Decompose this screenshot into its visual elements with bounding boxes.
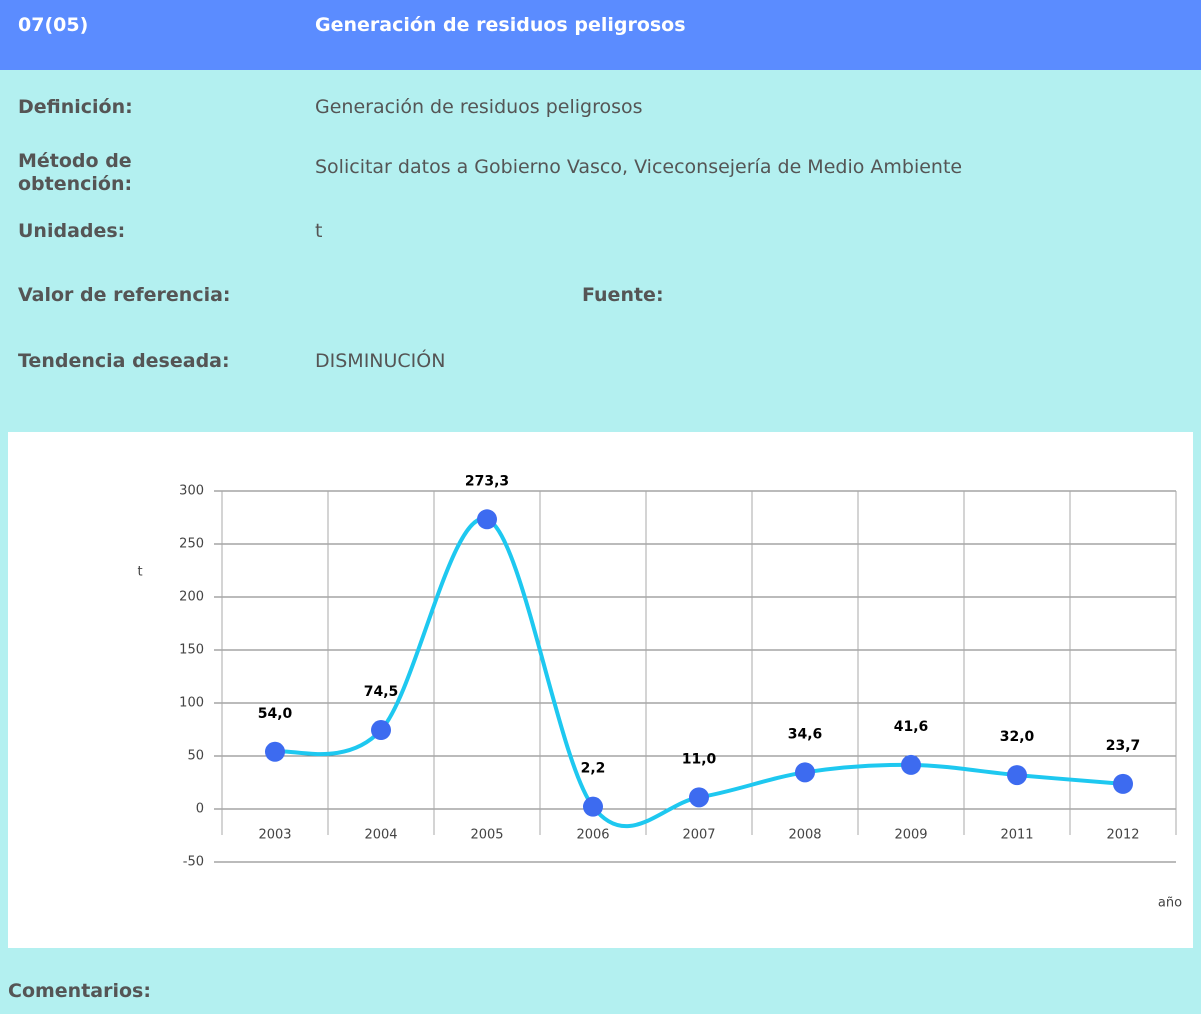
- data-label: 54,0: [258, 706, 293, 722]
- y-axis-label: t: [137, 565, 142, 580]
- y-tick-label: 100: [179, 696, 204, 711]
- line: [274, 517, 1124, 829]
- value: DISMINUCIÓN: [315, 350, 446, 372]
- label: Fuente:: [582, 284, 664, 306]
- marker: [583, 796, 603, 817]
- label: Tendencia deseada:: [18, 350, 230, 372]
- y-tick-label: -50: [183, 855, 204, 870]
- data-label: 273,3: [465, 473, 509, 489]
- y-tick-label: 250: [179, 537, 204, 552]
- label: Definición:: [18, 96, 133, 118]
- x-tick-label: 2007: [682, 828, 715, 843]
- x-axis-label: año: [1158, 896, 1182, 911]
- x-tick-label: 2006: [576, 828, 609, 843]
- data-label: 74,5: [364, 684, 399, 700]
- value: Solicitar datos a Gobierno Vasco, Viceco…: [315, 156, 963, 178]
- x-tick-label: 2012: [1106, 828, 1139, 843]
- data-label: 41,6: [894, 719, 929, 735]
- label: Método de obtención:: [18, 150, 133, 195]
- y-tick-label: 300: [179, 484, 204, 499]
- y-tick-label: 150: [179, 643, 204, 658]
- marker: [1007, 765, 1027, 786]
- value: Generación de residuos peligrosos: [315, 96, 643, 118]
- marker: [1113, 773, 1133, 794]
- x-tick-label: 2003: [258, 828, 291, 843]
- y-tick-label: 50: [187, 749, 204, 764]
- x-tick-label: 2004: [364, 828, 397, 843]
- marker: [901, 754, 921, 775]
- header: 07(05) Generación de residuos peligrosos: [0, 0, 1201, 70]
- x-tick-label: 2011: [1000, 828, 1033, 843]
- label: Valor de referencia:: [18, 284, 231, 306]
- data-label: 2,2: [581, 761, 606, 777]
- data-label: 23,7: [1106, 738, 1141, 754]
- value: t: [315, 220, 323, 242]
- marker: [689, 787, 709, 808]
- data-label: 32,0: [1000, 729, 1035, 745]
- comments-label: Comentarios:: [8, 980, 151, 1002]
- y-tick-label: 0: [196, 802, 204, 817]
- x-tick-label: 2008: [788, 828, 821, 843]
- data-label: 34,6: [788, 726, 823, 742]
- marker: [265, 741, 285, 762]
- marker: [477, 509, 497, 530]
- label: Unidades:: [18, 220, 126, 242]
- data-label: 11,0: [682, 751, 717, 767]
- y-tick-label: 200: [179, 590, 204, 605]
- marker: [371, 720, 391, 741]
- marker: [795, 762, 815, 783]
- code: 07(05): [18, 14, 89, 36]
- x-tick-label: 2005: [470, 828, 503, 843]
- x-tick-label: 2009: [894, 828, 927, 843]
- title: Generación de residuos peligrosos: [315, 14, 686, 36]
